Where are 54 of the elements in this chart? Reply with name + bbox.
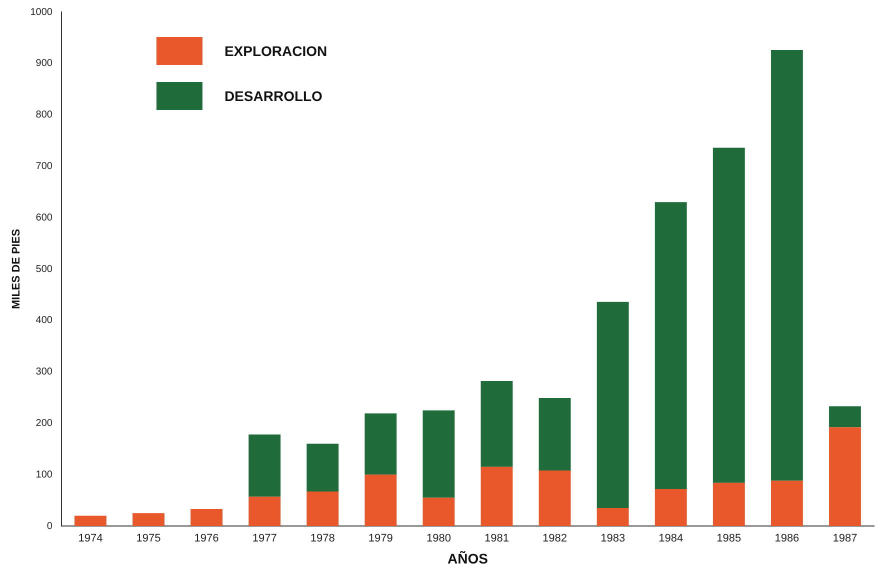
x-tick-label: 1984 xyxy=(658,532,684,545)
bar xyxy=(74,516,106,526)
bar xyxy=(422,498,455,526)
bar xyxy=(654,202,687,489)
x-tick-label: 1977 xyxy=(252,532,277,545)
x-tick-label: 1975 xyxy=(136,532,161,545)
bar xyxy=(190,509,223,526)
y-tick-label: 200 xyxy=(36,418,53,429)
y-tick-label: 600 xyxy=(36,212,53,224)
x-tick-label: 1986 xyxy=(774,532,800,545)
y-tick-label: 300 xyxy=(36,366,53,378)
x-tick-label: 1978 xyxy=(310,532,335,545)
bar xyxy=(364,413,397,475)
bar xyxy=(829,427,861,526)
bar xyxy=(248,434,281,497)
bar xyxy=(248,496,281,526)
x-tick-label: 1976 xyxy=(194,532,219,545)
y-tick-label: 800 xyxy=(36,110,53,121)
x-tick-label: 1985 xyxy=(716,532,742,545)
y-axis-title: MILES DE PIES xyxy=(10,228,23,310)
y-tick-label: 100 xyxy=(36,469,53,480)
y-tick-label: 1000 xyxy=(30,6,53,18)
bar xyxy=(538,398,571,470)
y-tick-label: 500 xyxy=(36,264,53,275)
x-tick-label: 1983 xyxy=(600,532,626,545)
bar xyxy=(364,474,397,526)
bar xyxy=(132,513,164,526)
legend-label: DESARROLLO xyxy=(224,88,323,104)
bar xyxy=(712,148,745,483)
bar xyxy=(306,492,339,526)
x-axis-title: AÑOS xyxy=(447,550,488,566)
y-tick-label: 900 xyxy=(36,58,53,70)
bar xyxy=(770,50,803,481)
x-tick-label: 1979 xyxy=(368,532,393,545)
y-tick-label: 700 xyxy=(36,160,53,172)
x-tick-label: 1981 xyxy=(484,532,509,545)
legend-label: EXPLORACION xyxy=(224,42,328,59)
x-tick-label: 1974 xyxy=(78,532,103,545)
bar xyxy=(538,470,571,526)
bar xyxy=(422,410,455,498)
x-tick-label: 1980 xyxy=(426,532,451,545)
bar xyxy=(596,302,629,508)
bar xyxy=(306,444,339,492)
bar xyxy=(480,466,513,526)
y-tick-label: 0 xyxy=(46,520,53,532)
bar xyxy=(770,480,803,526)
y-tick-label: 400 xyxy=(36,315,53,326)
bar xyxy=(829,406,861,428)
x-tick-label: 1982 xyxy=(542,532,568,545)
bar xyxy=(654,488,687,526)
x-tick-label: 1987 xyxy=(832,532,858,545)
bar xyxy=(712,482,745,526)
bar xyxy=(596,508,629,526)
bar xyxy=(480,381,513,467)
